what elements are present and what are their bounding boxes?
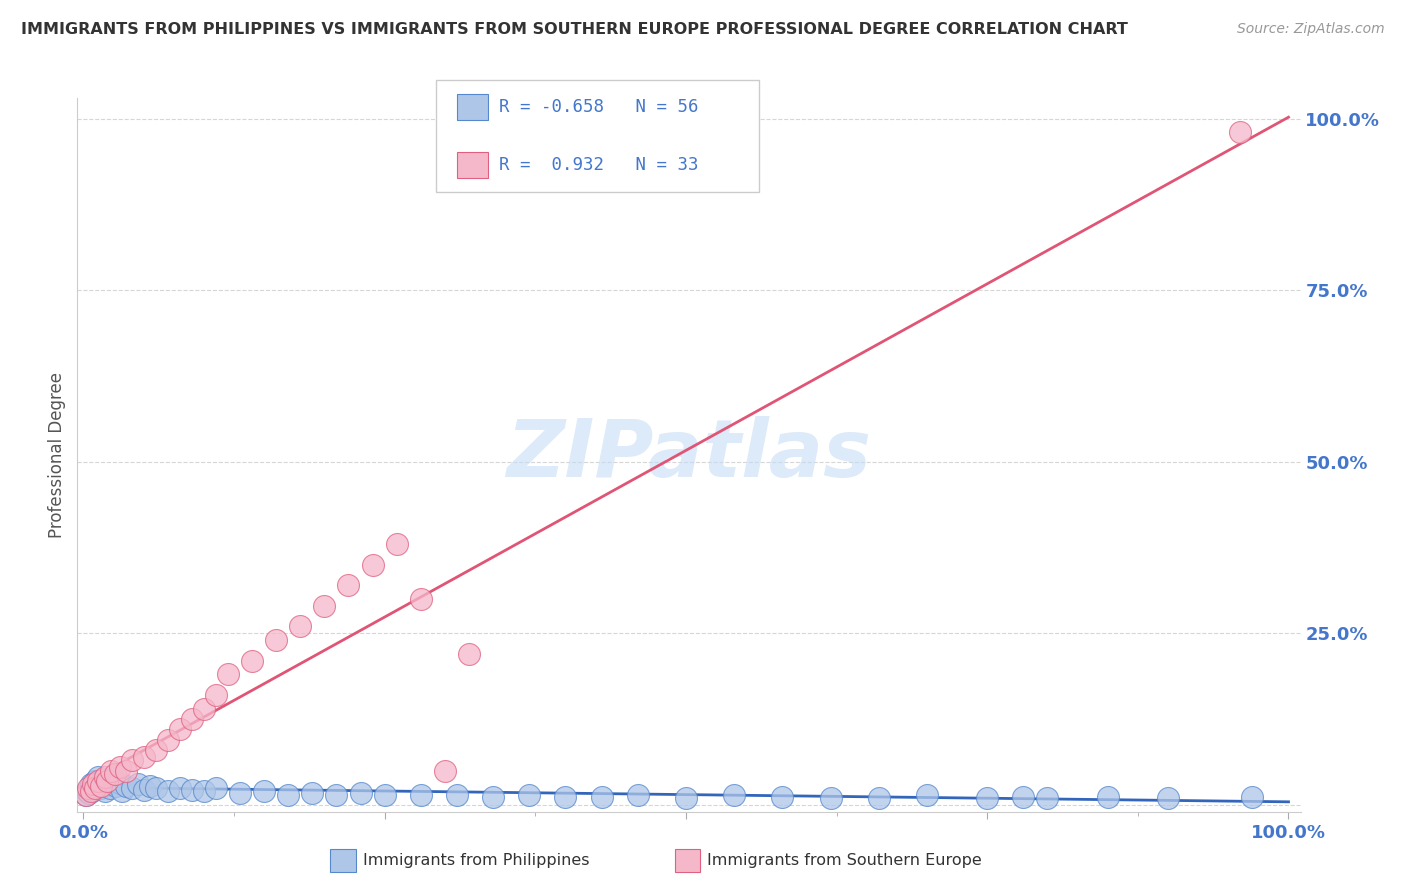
Point: [145, 780, 167, 795]
Point: [84, 773, 107, 788]
Point: [1036, 791, 1059, 805]
Point: [868, 791, 890, 805]
Point: [82, 777, 104, 791]
Point: [127, 777, 149, 791]
Point: [290, 619, 312, 633]
Point: [770, 789, 793, 804]
Point: [79, 784, 101, 798]
Point: [114, 764, 136, 778]
Point: [205, 688, 228, 702]
Point: [156, 784, 179, 798]
Point: [1012, 789, 1035, 804]
Text: R =  0.932   N = 33: R = 0.932 N = 33: [499, 156, 699, 174]
Point: [132, 782, 155, 797]
Point: [277, 788, 299, 802]
Point: [675, 791, 697, 805]
Point: [314, 599, 336, 613]
Point: [82, 780, 104, 795]
Point: [94, 771, 117, 785]
Point: [723, 788, 745, 802]
Point: [193, 702, 215, 716]
Point: [446, 788, 468, 802]
Point: [1229, 125, 1251, 139]
Text: Immigrants from Philippines: Immigrants from Philippines: [363, 854, 589, 868]
Point: [433, 764, 456, 778]
Point: [121, 753, 143, 767]
Point: [156, 732, 179, 747]
Point: [104, 767, 127, 781]
Point: [240, 654, 263, 668]
Point: [91, 772, 114, 786]
Text: IMMIGRANTS FROM PHILIPPINES VS IMMIGRANTS FROM SOUTHERN EUROPE PROFESSIONAL DEGR: IMMIGRANTS FROM PHILIPPINES VS IMMIGRANT…: [21, 22, 1128, 37]
Point: [169, 780, 191, 795]
Point: [100, 764, 122, 778]
Point: [627, 788, 650, 802]
Point: [90, 780, 112, 795]
Point: [1157, 791, 1180, 805]
Point: [349, 785, 371, 799]
Point: [361, 558, 384, 572]
Point: [264, 633, 287, 648]
Point: [90, 779, 112, 793]
Point: [79, 785, 101, 799]
Text: R = -0.658   N = 56: R = -0.658 N = 56: [499, 98, 699, 116]
Point: [409, 592, 432, 607]
Point: [121, 780, 143, 795]
Point: [96, 773, 118, 788]
Point: [193, 784, 215, 798]
Text: ZIPatlas: ZIPatlas: [506, 416, 872, 494]
Point: [482, 789, 505, 804]
Y-axis label: Professional Degree: Professional Degree: [48, 372, 66, 538]
Text: Immigrants from Southern Europe: Immigrants from Southern Europe: [707, 854, 981, 868]
Point: [169, 723, 191, 737]
Point: [301, 785, 323, 799]
Point: [96, 777, 118, 791]
Point: [83, 782, 105, 797]
Point: [138, 779, 160, 793]
Point: [87, 773, 110, 788]
Point: [385, 537, 408, 551]
Point: [591, 789, 613, 804]
Point: [1241, 789, 1264, 804]
Point: [86, 779, 108, 793]
Point: [517, 788, 540, 802]
Point: [229, 785, 252, 799]
Point: [820, 791, 842, 805]
Point: [108, 776, 131, 790]
Point: [75, 788, 97, 802]
Text: Source: ZipAtlas.com: Source: ZipAtlas.com: [1237, 22, 1385, 37]
Point: [77, 780, 100, 795]
Point: [98, 780, 121, 795]
Point: [458, 647, 481, 661]
Point: [79, 777, 101, 791]
Point: [75, 788, 97, 802]
Point: [325, 788, 347, 802]
Point: [103, 773, 125, 788]
Point: [374, 788, 396, 802]
Point: [114, 779, 136, 793]
Point: [337, 578, 360, 592]
Point: [180, 712, 202, 726]
Point: [87, 771, 110, 785]
Point: [94, 784, 117, 798]
Point: [132, 749, 155, 764]
Point: [87, 776, 110, 790]
Point: [205, 780, 228, 795]
Point: [76, 784, 98, 798]
Point: [409, 788, 432, 802]
Point: [84, 780, 107, 795]
Point: [554, 789, 576, 804]
Point: [1097, 789, 1119, 804]
Point: [145, 743, 167, 757]
Point: [180, 782, 202, 797]
Point: [108, 760, 131, 774]
Point: [104, 779, 127, 793]
Point: [253, 784, 276, 798]
Point: [915, 788, 938, 802]
Point: [111, 784, 134, 798]
Point: [976, 791, 998, 805]
Point: [217, 667, 239, 681]
